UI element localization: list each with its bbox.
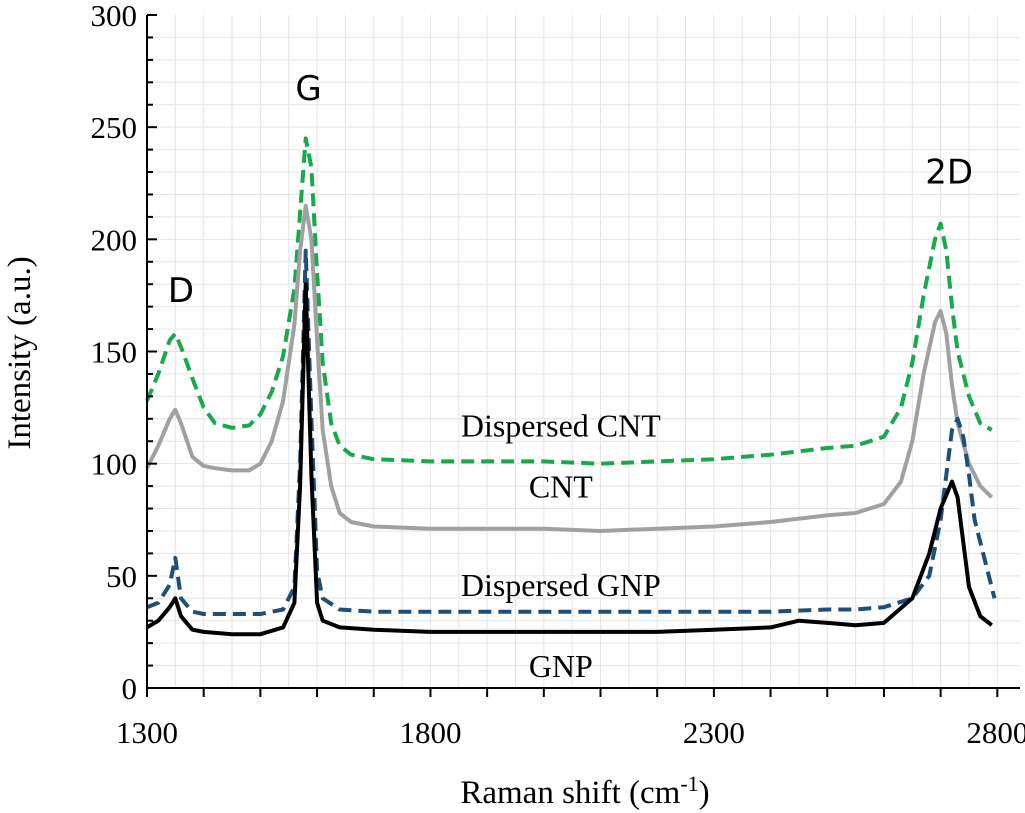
peak-label: 2D	[925, 152, 973, 192]
x-tick-label: 2800	[966, 715, 1025, 750]
series-line-gnp	[145, 282, 993, 637]
series-layer	[145, 136, 997, 637]
series-label: Dispersed GNP	[461, 567, 661, 603]
y-tick-label: 100	[91, 447, 138, 482]
labels-layer: 0 50 100 150 200 250 300 1300 1800 2300 2800 Disper…	[91, 0, 1025, 750]
series-line-cnt	[145, 203, 994, 533]
y-tick-label: 200	[91, 222, 138, 257]
peak-label: G	[295, 69, 321, 109]
x-tick-label: 2300	[683, 715, 745, 750]
y-tick-label: 50	[106, 559, 137, 594]
series-label: GNP	[529, 648, 593, 684]
x-axis-title: Raman shift (cm-1)	[460, 771, 709, 812]
series-line-dispersed-cnt	[145, 136, 993, 466]
y-tick-label: 150	[91, 335, 138, 370]
series-label: Dispersed CNT	[461, 408, 661, 444]
y-axis-title: Intensity (a.u.)	[2, 256, 38, 449]
peak-label: D	[168, 271, 194, 311]
y-tick-label: 0	[122, 671, 138, 706]
y-tick-label: 250	[91, 110, 138, 145]
series-label: CNT	[529, 468, 593, 504]
series-line-dispersed-gnp	[146, 248, 997, 616]
x-tick-label: 1300	[116, 715, 178, 750]
y-tick-label: 300	[91, 0, 138, 33]
axes	[146, 14, 1020, 697]
x-tick-label: 1800	[399, 715, 461, 750]
